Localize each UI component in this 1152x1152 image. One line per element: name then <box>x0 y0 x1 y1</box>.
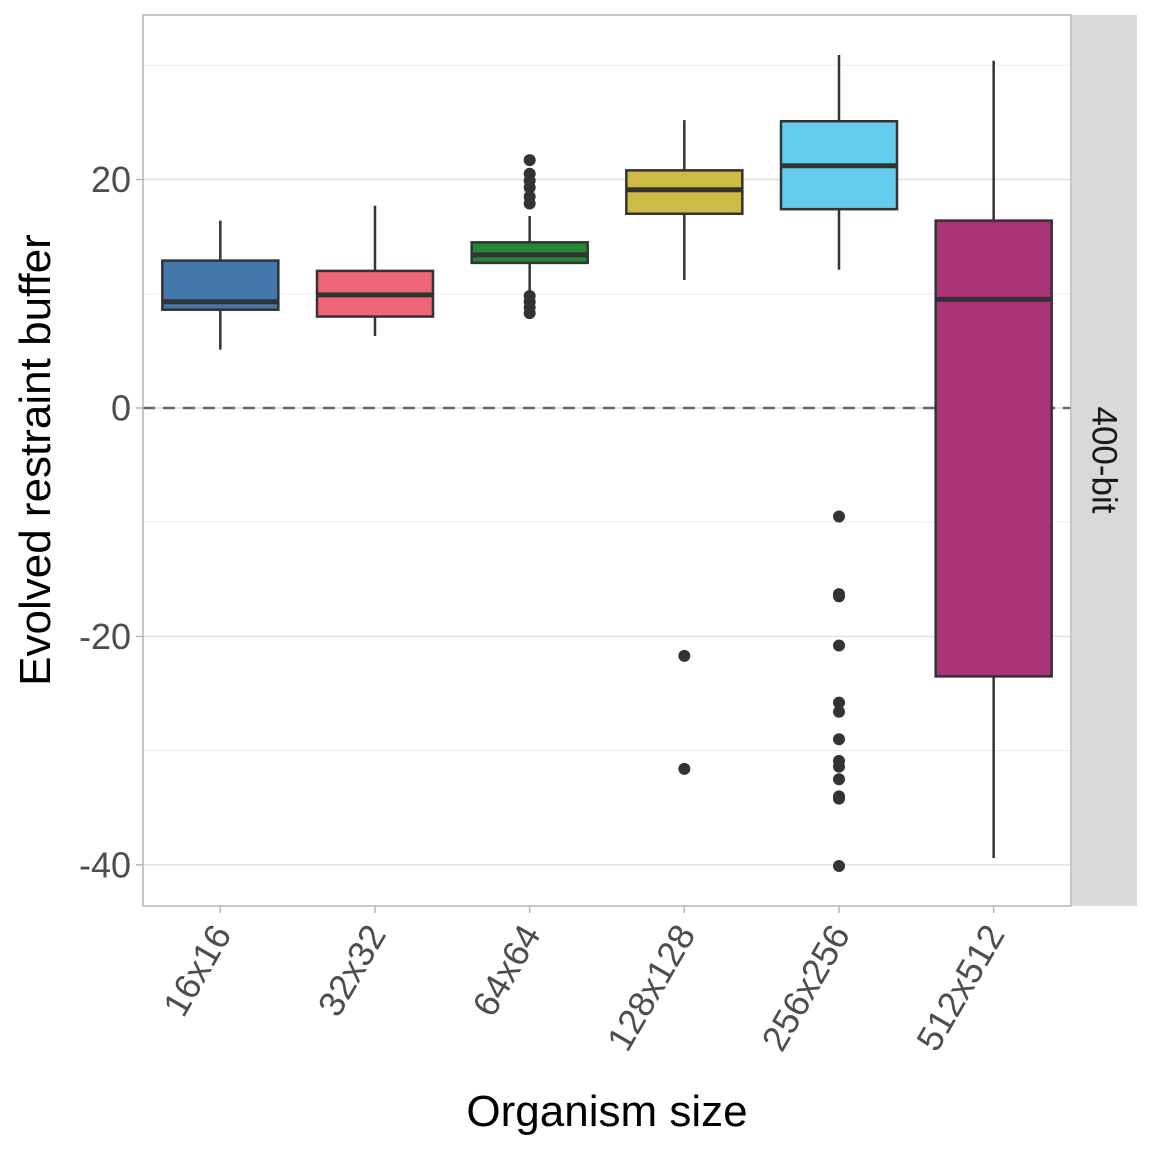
outlier-point <box>833 860 845 873</box>
panel-background <box>143 15 1071 906</box>
box-256x256 <box>779 54 899 873</box>
x-axis-title: Organism size <box>466 1087 747 1136</box>
boxes-layer <box>161 54 1053 873</box>
outlier-point <box>833 510 845 523</box>
outlier-point <box>833 792 845 805</box>
outlier-point <box>833 696 845 709</box>
panel-border <box>142 14 1072 907</box>
outlier-point <box>833 705 845 718</box>
y-tick-label: 20 <box>91 159 131 200</box>
outlier-point <box>523 197 536 210</box>
x-tick-label: 32x32 <box>309 918 394 1023</box>
iqr-box <box>934 219 1053 678</box>
box-32x32 <box>315 205 435 336</box>
outlier-point <box>833 760 845 773</box>
outlier-point <box>833 773 845 786</box>
box-16x16 <box>161 220 280 350</box>
x-axis: 16x16 32x32 64x64 128x128 256x256 512x512 <box>155 906 1013 1058</box>
facet-strip-label: 400-bit <box>1085 406 1124 513</box>
box-64x64 <box>470 154 589 320</box>
outlier-point <box>523 154 536 167</box>
outlier-point <box>678 649 691 662</box>
facet-strip <box>1072 15 1137 906</box>
x-tick-label: 64x64 <box>464 918 549 1023</box>
y-tick-label: 0 <box>111 387 131 428</box>
x-tick-label: 256x256 <box>753 918 858 1058</box>
x-tick-label: 128x128 <box>599 918 704 1058</box>
box-128x128 <box>625 120 744 775</box>
box-512x512 <box>934 60 1053 859</box>
minor-gridlines <box>143 64 1071 752</box>
y-tick-label: -20 <box>79 616 131 657</box>
x-tick-label: 16x16 <box>155 918 240 1023</box>
outlier-point <box>833 590 845 603</box>
outlier-point <box>523 181 536 194</box>
y-axis-title: Evolved restraint buffer <box>11 234 60 686</box>
y-tick-label: -40 <box>79 844 131 885</box>
outlier-point <box>833 639 845 652</box>
outlier-point <box>833 733 845 746</box>
outlier-point <box>678 762 691 775</box>
x-tick-label: 512x512 <box>908 918 1013 1058</box>
y-axis: -40 -20 0 20 <box>79 159 143 885</box>
outlier-point <box>523 307 536 320</box>
